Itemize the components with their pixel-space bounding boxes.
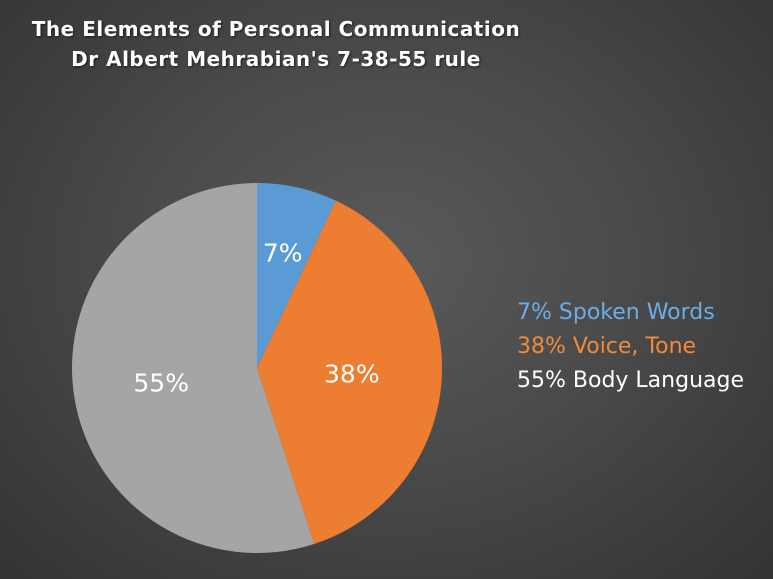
legend-item-voice-tone: 38% Voice, Tone (517, 334, 697, 359)
pie-slice-spoken-words (257, 183, 336, 368)
pie-slice-labels: 7% 38% 55% (133, 238, 379, 397)
legend-item-spoken-words: 7% Spoken Words (517, 300, 715, 325)
pie-slices (71, 183, 442, 553)
chart-subtitle: Dr Albert Mehrabian's 7-38-55 rule (71, 47, 481, 71)
pie-slice-body-language (71, 183, 315, 553)
pie-label-spoken-words: 7% (263, 238, 303, 267)
pie-slice-voice-tone (257, 200, 442, 544)
chart-title-block: The Elements of Personal Communication D… (0, 14, 552, 74)
chart-title: The Elements of Personal Communication (31, 17, 521, 41)
pie-label-voice-tone: 38% (324, 359, 380, 388)
legend-item-body-language: 55% Body Language (517, 368, 744, 393)
legend: 7% Spoken Words 38% Voice, Tone 55% Body… (517, 296, 744, 398)
pie-label-body-language: 55% (133, 369, 189, 398)
